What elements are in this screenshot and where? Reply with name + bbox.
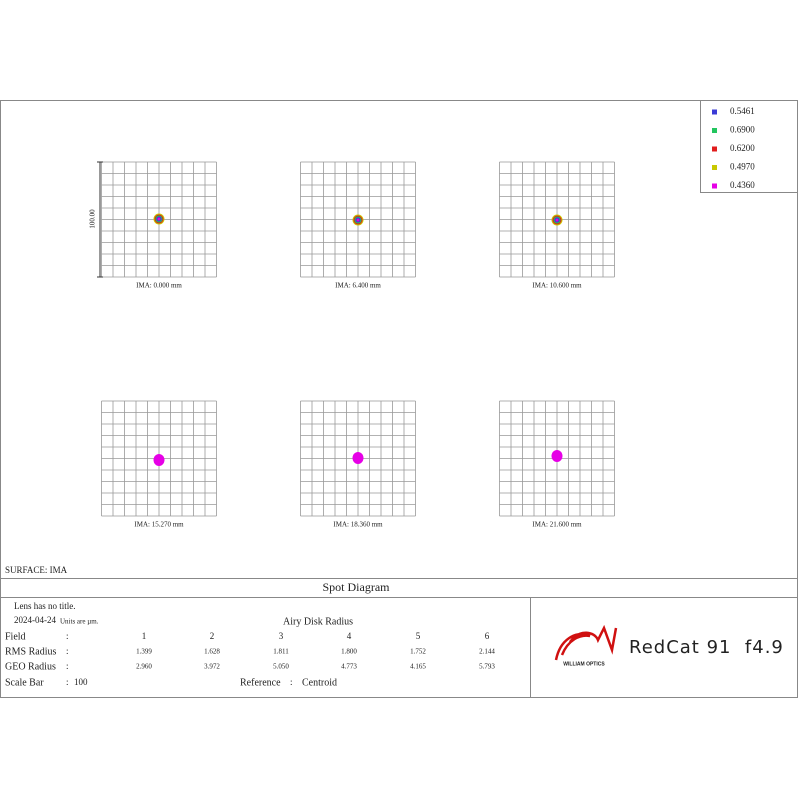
spot [551,450,563,462]
lens-title: Lens has no title. [14,601,76,611]
row-label: RMS Radius [5,646,57,657]
scale-bar-value: 100 [74,677,88,687]
legend-swatch [712,165,717,170]
legend-label: 0.6200 [730,143,755,153]
legend-box [700,100,798,193]
spot [157,217,161,221]
cell: 3 [279,631,284,641]
cell: 3.972 [204,663,220,671]
surface-label: SURFACE: IMA [5,565,68,575]
colon: : [290,677,293,687]
legend-label: 0.5461 [730,106,755,116]
cell: 2.960 [136,663,152,671]
panel-label: IMA: 21.600 mm [532,521,582,529]
reference-value: Centroid [302,677,337,688]
product-name: RedCat 91 f4.9 [629,637,784,658]
logo-mark [554,624,618,661]
legend-label: 0.4360 [730,180,755,190]
cell: 1.399 [136,648,152,656]
cell: 4 [347,631,352,641]
cell: 5 [416,631,421,641]
cell: 5.050 [273,663,289,671]
cell: 4.773 [341,663,357,671]
row-label: GEO Radius [5,661,56,672]
legend-swatch [712,128,717,133]
spot [356,218,360,222]
legend-swatch [712,146,717,152]
colon: : [66,646,69,656]
legend-label: 0.6900 [730,125,755,135]
panel-label: IMA: 6.400 mm [335,282,381,290]
airy-label: Airy Disk Radius [283,616,353,627]
cell: 1.811 [273,648,289,656]
panel-label: IMA: 15.270 mm [134,521,184,529]
scale-label: 100.00 [89,209,97,229]
units: Units are µm. [60,618,99,626]
frame [0,100,798,698]
legend-label: 0.4970 [730,162,755,172]
spot [555,218,559,222]
spot [153,454,165,466]
colon: : [66,661,69,671]
cell: 5.793 [479,663,495,671]
colon: : [66,631,69,641]
spot [352,452,364,464]
legend-swatch [712,183,717,189]
cell: 1.628 [204,648,220,656]
title: Spot Diagram [323,580,391,594]
reference-label: Reference [240,677,281,688]
cell: 6 [485,631,490,641]
logo-brand: WILLIAM OPTICS [563,661,605,667]
row-label: Field [5,631,26,642]
panel-label: IMA: 0.000 mm [136,282,182,290]
date: 2024-04-24 [14,615,56,625]
cell: 2.144 [479,648,495,656]
cell: 1.752 [410,648,426,656]
cell: 1 [142,631,147,641]
panel-label: IMA: 18.360 mm [333,521,383,529]
cell: 1.800 [341,648,357,656]
scale-bar-label: Scale Bar [5,677,44,688]
cell: 2 [210,631,215,641]
panel-label: IMA: 10.600 mm [532,282,582,290]
cell: 4.165 [410,663,426,671]
legend-swatch [712,109,717,115]
colon: : [66,677,69,687]
